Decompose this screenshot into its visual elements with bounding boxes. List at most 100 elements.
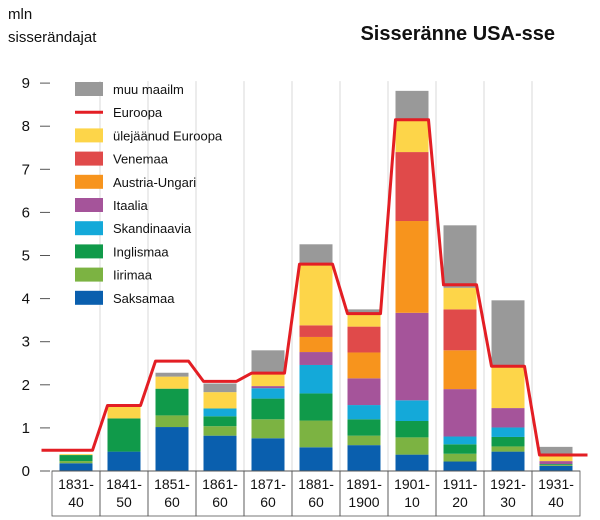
x-tick-label: 40 bbox=[68, 494, 84, 510]
bar-segment-muu-maailm bbox=[251, 350, 285, 375]
bar-segment-iirimaa bbox=[539, 464, 573, 466]
legend-label: Itaalia bbox=[113, 198, 148, 213]
legend-swatch bbox=[75, 151, 103, 166]
bar-segment-itaalia bbox=[539, 461, 573, 465]
x-tick-label: 1921- bbox=[490, 476, 526, 492]
legend-swatch bbox=[75, 128, 103, 143]
legend-label: ülejäänud Euroopa bbox=[113, 128, 223, 143]
bar-segment-inglismaa bbox=[347, 419, 381, 436]
legend-swatch bbox=[75, 221, 103, 236]
bar-segment-itaalia bbox=[443, 389, 477, 437]
bar-segment-saksamaa bbox=[155, 427, 189, 471]
bar-segment-itaalia bbox=[347, 378, 381, 406]
bar-segment--lej-nud-euroopa bbox=[59, 454, 93, 456]
bar-segment-muu-maailm bbox=[443, 225, 477, 288]
bar-segment-venemaa bbox=[395, 152, 429, 222]
bar-segment-austria-ungari bbox=[347, 352, 381, 379]
bar-segment-itaalia bbox=[491, 408, 525, 428]
x-tick-label: 1861- bbox=[202, 476, 238, 492]
x-tick-label: 1881- bbox=[298, 476, 334, 492]
legend-label: Venemaa bbox=[113, 152, 169, 167]
bar-segment-inglismaa bbox=[299, 393, 333, 421]
legend-label: Euroopa bbox=[113, 105, 163, 120]
bar-segment-iirimaa bbox=[155, 415, 189, 428]
bar-segment-inglismaa bbox=[107, 418, 141, 452]
legend-label: Skandinaavia bbox=[113, 221, 192, 236]
x-tick-label: 50 bbox=[116, 494, 132, 510]
y-tick-label: 7 bbox=[22, 161, 30, 178]
bar-segment--lej-nud-euroopa bbox=[491, 367, 525, 409]
bar-segment-inglismaa bbox=[203, 416, 237, 427]
bar-segment--lej-nud-euroopa bbox=[251, 374, 285, 387]
bar-segment-itaalia bbox=[395, 312, 429, 401]
y-tick-label: 2 bbox=[22, 377, 30, 394]
bar-segment-iirimaa bbox=[299, 420, 333, 448]
bar-segment-skandinaavia bbox=[203, 408, 237, 417]
y-tick-label: 3 bbox=[22, 334, 30, 351]
bar-segment-muu-maailm bbox=[395, 90, 429, 120]
bar-segment-muu-maailm bbox=[299, 244, 333, 265]
x-tick-label: 30 bbox=[500, 494, 516, 510]
bar-segment-inglismaa bbox=[395, 421, 429, 438]
chart-bars bbox=[59, 90, 573, 471]
bar-segment-iirimaa bbox=[347, 435, 381, 446]
bar-segment-saksamaa bbox=[203, 435, 237, 471]
x-tick-label: 1931- bbox=[538, 476, 574, 492]
bar-segment-skandinaavia bbox=[299, 364, 333, 394]
bar-segment-venemaa bbox=[299, 325, 333, 337]
euroopa-line-group bbox=[41, 118, 588, 457]
bar-segment-inglismaa bbox=[155, 388, 189, 416]
bar-segment-muu-maailm bbox=[491, 300, 525, 368]
bar-segment-saksamaa bbox=[299, 447, 333, 471]
x-category-box bbox=[531, 470, 581, 517]
x-tick-label: 60 bbox=[308, 494, 324, 510]
y-tick-label: 8 bbox=[22, 118, 30, 135]
x-tick-label: 60 bbox=[260, 494, 276, 510]
bar-segment-saksamaa bbox=[443, 461, 477, 471]
x-tick-label: 1841- bbox=[106, 476, 142, 492]
bar-segment-skandinaavia bbox=[251, 388, 285, 399]
bar-segment-saksamaa bbox=[491, 451, 525, 471]
bar-segment-skandinaavia bbox=[443, 436, 477, 445]
legend-swatch bbox=[75, 244, 103, 259]
bar-segment-iirimaa bbox=[443, 453, 477, 462]
x-tick-label: 1891- bbox=[346, 476, 382, 492]
bar-segment-austria-ungari bbox=[299, 336, 333, 353]
y-tick-label: 5 bbox=[22, 248, 30, 265]
bar-segment-saksamaa bbox=[395, 454, 429, 471]
bar-segment--lej-nud-euroopa bbox=[203, 392, 237, 409]
bar-segment--lej-nud-euroopa bbox=[395, 119, 429, 153]
legend-swatch bbox=[75, 198, 103, 212]
y-tick-label: 0 bbox=[22, 463, 30, 480]
legend-swatch bbox=[75, 82, 103, 96]
x-tick-label: 20 bbox=[452, 494, 468, 510]
x-tick-label: 60 bbox=[164, 494, 180, 510]
x-tick-label: 1901- bbox=[394, 476, 430, 492]
bar-segment-inglismaa bbox=[251, 398, 285, 420]
x-tick-label: 1911- bbox=[443, 476, 478, 492]
y-axis-label-line-1: mln bbox=[8, 6, 32, 23]
y-axis-label-line-2: sisserändajat bbox=[8, 29, 97, 46]
bar-segment-itaalia bbox=[299, 352, 333, 365]
legend-label: Iirimaa bbox=[113, 268, 153, 283]
bar-segment-saksamaa bbox=[539, 465, 573, 471]
legend-label: Inglismaa bbox=[113, 244, 169, 259]
bar-segment-saksamaa bbox=[107, 451, 141, 471]
bar-segment-muu-maailm bbox=[155, 372, 189, 377]
bar-segment-venemaa bbox=[443, 309, 477, 351]
bar-segment-saksamaa bbox=[347, 445, 381, 471]
x-tick-label: 60 bbox=[212, 494, 228, 510]
bar-segment--lej-nud-euroopa bbox=[539, 456, 573, 462]
bar-segment-skandinaavia bbox=[347, 405, 381, 420]
bar-segment-muu-maailm bbox=[203, 383, 237, 393]
bar-segment-itaalia bbox=[251, 386, 285, 389]
y-tick-label: 6 bbox=[22, 204, 30, 221]
bar-segment-muu-maailm bbox=[539, 446, 573, 457]
bar-segment--lej-nud-euroopa bbox=[347, 314, 381, 327]
legend-label: Saksamaa bbox=[113, 291, 175, 306]
x-axis: 1831- 40 1841- 50 1851- 60 1861- 60 1871- 60 1881-… bbox=[51, 470, 581, 517]
bar-segment-inglismaa bbox=[539, 464, 573, 465]
bar-segment-muu-maailm bbox=[347, 309, 381, 315]
bar-segment--lej-nud-euroopa bbox=[443, 287, 477, 310]
